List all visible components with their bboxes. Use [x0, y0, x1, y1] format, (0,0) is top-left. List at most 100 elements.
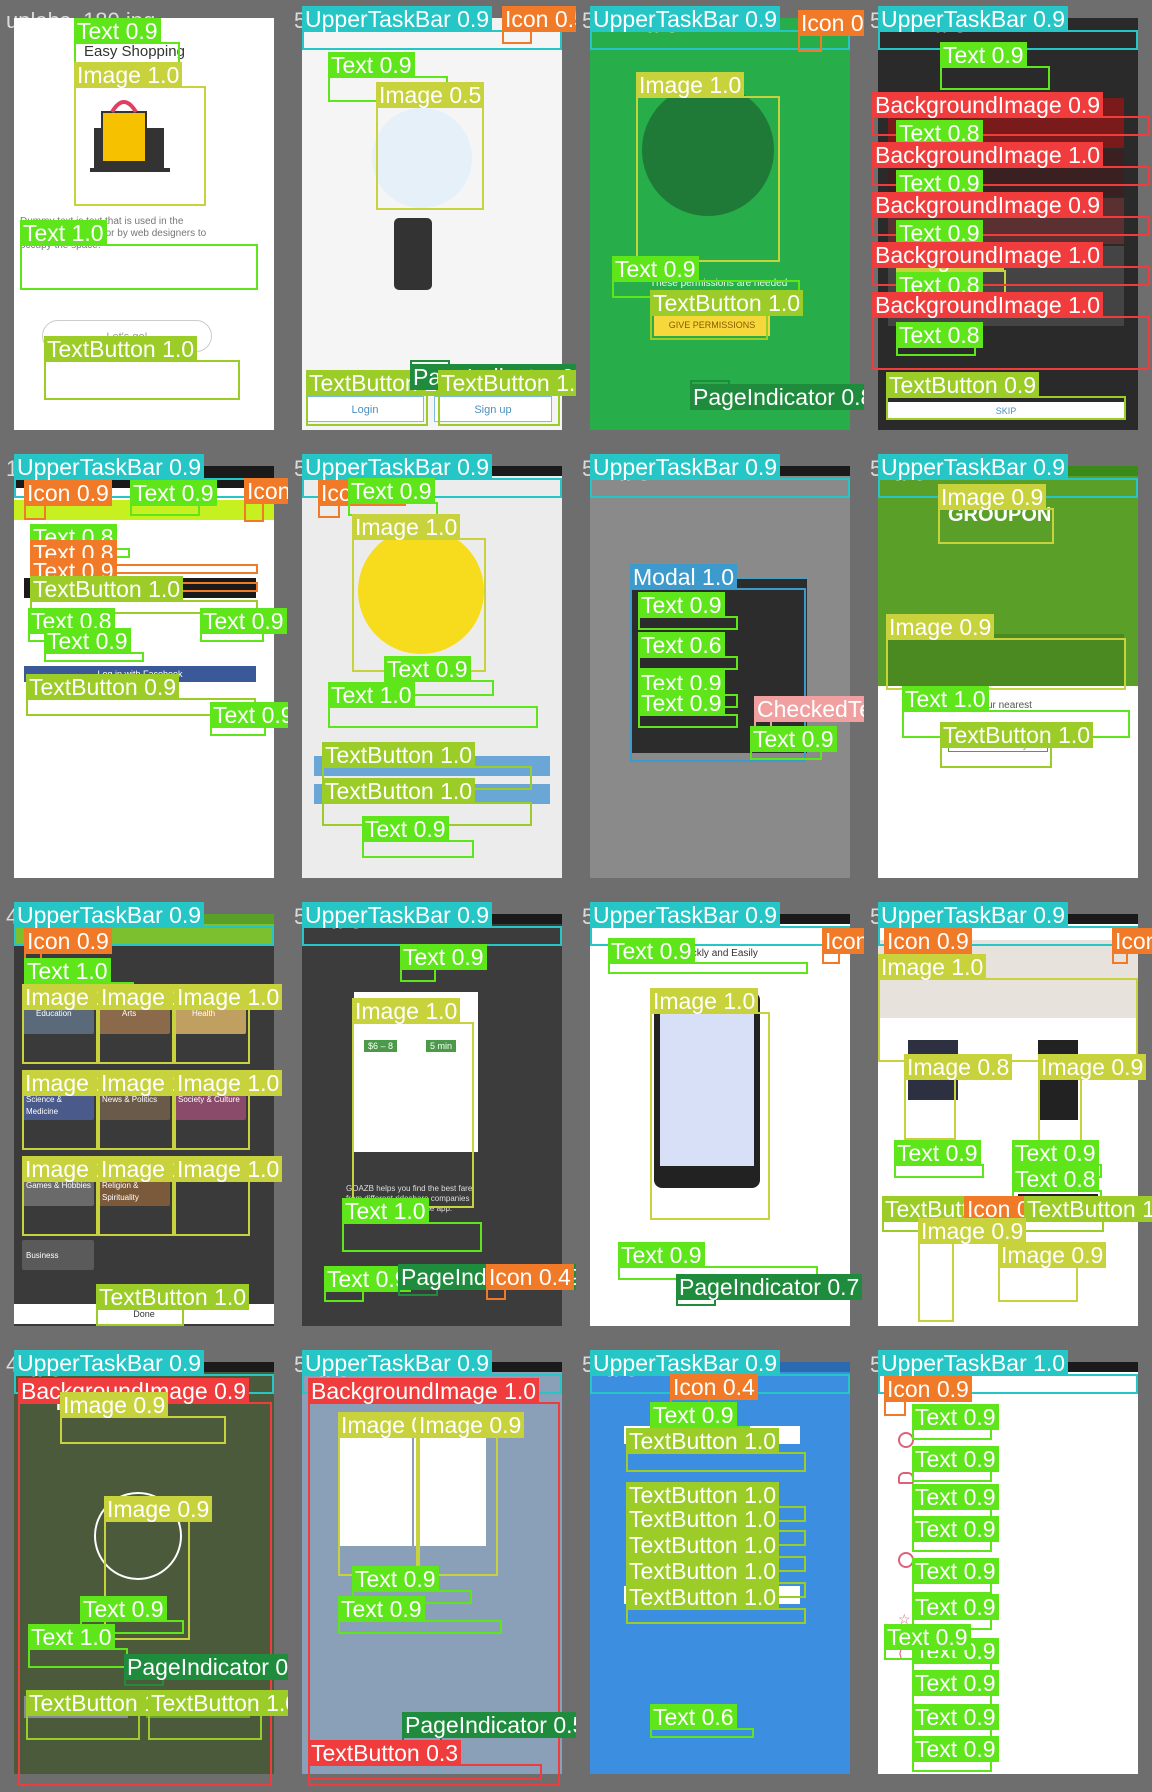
- det-box: TextButton 1.0: [438, 370, 576, 426]
- det-box: Text 0.9: [44, 628, 144, 662]
- det-box: UpperTaskBar 0.9: [14, 1350, 274, 1394]
- det-box: Text 0.8: [896, 322, 983, 356]
- det-box: UpperTaskBar 0.9: [590, 454, 850, 498]
- det-label: TextButton 1.0: [650, 290, 804, 316]
- det-box: UpperTaskBar 0.9: [14, 902, 274, 946]
- det-label: BackgroundImage 1.0: [308, 1378, 540, 1404]
- det-label: Text 1.0: [902, 686, 989, 712]
- det-box: UpperTaskBar 0.9: [302, 902, 562, 946]
- det-label: TextButton 1.0: [626, 1584, 780, 1610]
- det-label: Text 0.9: [328, 52, 415, 78]
- cell-13: 5*.jpg UpperTaskBar 0.9 BackgroundImage …: [288, 1344, 576, 1792]
- share-icon[interactable]: ⟨: [898, 1645, 904, 1661]
- det-label: Icon 0.4: [670, 1374, 758, 1400]
- det-box: TextButton 1.0: [148, 1690, 288, 1740]
- det-box: UpperTaskBar 0.9: [302, 1350, 562, 1394]
- det-label: UpperTaskBar 0.9: [878, 6, 1069, 32]
- det-box: Icon 0.5: [244, 478, 288, 522]
- det-label: Image 0.9: [938, 484, 1047, 510]
- det-box: TextButton 1.0: [322, 742, 532, 790]
- price-text: $6 – 8: [364, 1040, 398, 1052]
- det-box: BackgroundImage 1.0: [308, 1378, 560, 1786]
- det-label: Image 0.9: [1038, 1054, 1147, 1080]
- star-icon[interactable]: ☆: [898, 1611, 911, 1627]
- cell-0: uplabs_180.jpg Easy Shopping Dummy text …: [0, 0, 288, 448]
- det-label: Image 1.0: [878, 954, 987, 980]
- det-label: PageIndicator 0.7: [676, 1274, 863, 1300]
- det-box: Image 0.9: [886, 614, 1126, 690]
- det-label: Text 0.9: [384, 656, 471, 682]
- det-label: Image 0.9: [918, 1218, 1027, 1244]
- det-box: Image 1.0: [22, 1156, 131, 1236]
- det-label: TextButton 1.0: [30, 576, 184, 602]
- topic-tile[interactable]: Business: [22, 1240, 94, 1270]
- det-label: Text 0.9: [618, 1242, 705, 1268]
- det-box: BackgroundImage 1.0: [872, 292, 1150, 370]
- det-box: Icon 0.5: [798, 10, 864, 52]
- det-box: Text 0.9: [912, 1404, 999, 1440]
- cell-1: 59063.jpg Login Sign up UpperTaskBar 0.9…: [288, 0, 576, 448]
- det-label: Icon 0.5: [244, 478, 288, 504]
- feature-circle-image: [372, 108, 472, 208]
- det-box: Icon 0.4: [486, 1264, 574, 1300]
- det-box: Text 0.9: [894, 1140, 984, 1178]
- det-label: Text 0.9: [912, 1594, 999, 1620]
- det-label: TextButton 0.3: [308, 1740, 462, 1766]
- det-box: TextButton 1.0: [626, 1428, 806, 1472]
- det-label: TextButton 1.0: [1024, 1196, 1152, 1222]
- det-label: BackgroundImage 1.0: [872, 292, 1104, 318]
- det-box: Text 0.9: [338, 1596, 502, 1634]
- det-label: Icon 0.9: [884, 928, 972, 954]
- det-label: BackgroundImage 0.9: [872, 192, 1104, 218]
- det-label: Image 0.5: [376, 82, 485, 108]
- det-box: Text 1.0: [24, 958, 134, 994]
- det-label: TextButton 1.0: [322, 742, 476, 768]
- det-box: Icon 0.9: [884, 928, 972, 964]
- det-label: Text 0.9: [894, 1140, 981, 1166]
- cell-5: 5*.jpg Upload Receipt GALLERY UpperTaskB…: [288, 448, 576, 896]
- det-label: TextButton 1.0: [322, 778, 476, 804]
- det-label: Image 0.9: [60, 1392, 169, 1418]
- det-label: Modal 1.0: [630, 564, 738, 590]
- det-box: Image 1.0: [22, 984, 131, 1064]
- det-label: UpperTaskBar 0.9: [590, 902, 781, 928]
- det-box: Image 1.0: [174, 1070, 283, 1150]
- globe-icon[interactable]: [898, 1432, 914, 1448]
- cell-12: 4*.jpg mapmy walk Movement EXISTING USER…: [0, 1344, 288, 1792]
- det-label: UpperTaskBar 0.9: [878, 454, 1069, 480]
- det-box: Image 1.0: [878, 954, 1138, 1062]
- login-button[interactable]: Login: [306, 396, 424, 422]
- give-permissions-button[interactable]: GIVE PERMISSIONS: [654, 314, 770, 336]
- det-box: Icon 0.5: [502, 6, 576, 44]
- det-label: Icon 0.5: [822, 928, 864, 954]
- det-box: Image 0.9: [1038, 1054, 1147, 1162]
- det-label: Text 1.0: [342, 1198, 429, 1224]
- det-box: UpperTaskBar 0.9: [590, 1350, 850, 1394]
- det-label: TextButton 1.0: [148, 1690, 288, 1716]
- det-label: PageIndicator 0.5: [402, 1712, 576, 1738]
- det-box: Text 0.9: [348, 478, 438, 516]
- det-box: PageIndicator 0.9: [410, 360, 576, 390]
- det-label: CheckedTextView 0.3: [754, 696, 864, 722]
- det-label: Image 0.9: [416, 1412, 525, 1438]
- det-box: Image 1.0: [74, 62, 206, 206]
- skip-button[interactable]: SKIP: [888, 402, 1124, 420]
- det-box: Image 0.5: [376, 82, 485, 210]
- det-label: Text 0.9: [352, 1566, 439, 1592]
- eta-text: 5 min: [426, 1040, 457, 1052]
- signup-button[interactable]: Sign up: [434, 396, 552, 422]
- det-box: UpperTaskBar 0.9: [14, 454, 274, 498]
- det-box: Text 0.9: [400, 944, 487, 982]
- det-label: Image 1.0: [174, 984, 283, 1010]
- det-label: Text 0.9: [650, 1402, 737, 1428]
- det-box: Text 0.9: [324, 1266, 411, 1302]
- det-box: Image 1.0: [22, 1070, 131, 1150]
- det-box: TextButton 1.0: [940, 722, 1094, 768]
- det-box: Text 0.9: [912, 1704, 999, 1740]
- det-box: Icon 0.5: [318, 480, 406, 518]
- det-box: Modal 1.0: [630, 564, 806, 762]
- det-box: Text 0.9: [912, 1594, 999, 1630]
- det-box: TextButton 1.0: [650, 290, 804, 340]
- det-label: Text 0.9: [912, 1404, 999, 1430]
